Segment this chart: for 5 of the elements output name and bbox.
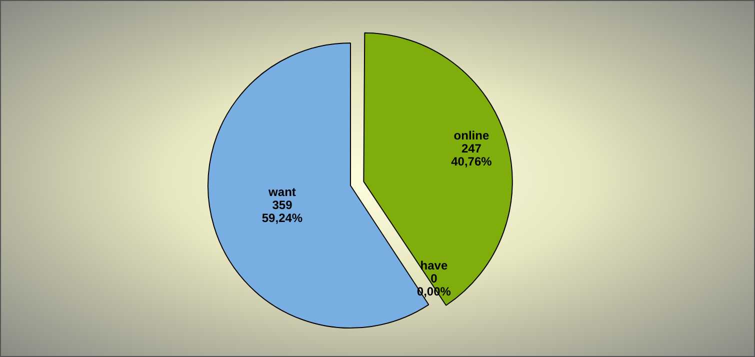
slice-label: online: [454, 128, 490, 143]
data-label: 247 40,76%: [451, 142, 492, 169]
slice-label: want: [268, 185, 296, 200]
data-label: 359 59,24%: [262, 198, 303, 226]
category-label: have: [420, 258, 448, 272]
